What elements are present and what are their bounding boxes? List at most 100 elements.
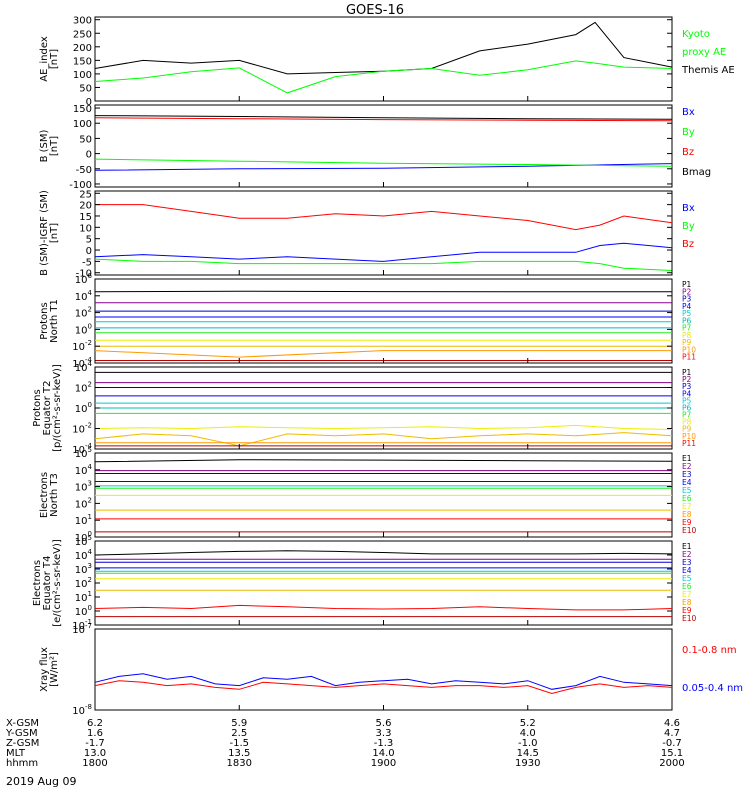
y-tick-label: 10-2	[72, 339, 92, 353]
legend-label: P2	[682, 287, 692, 296]
y-tick-label: 105	[75, 446, 92, 460]
tick-exp: 0	[88, 530, 92, 538]
y-tick-label: 104	[75, 360, 93, 374]
series-0-05-0-4-nm	[94, 673, 673, 690]
series-by	[94, 158, 673, 167]
tick-base: 10	[75, 551, 88, 562]
ephemeris-value: 15.1	[661, 748, 683, 759]
tick-base: 10	[75, 466, 88, 477]
y-tick-label: 10-2	[72, 422, 92, 436]
y-tick-label: 300	[73, 16, 92, 27]
legend-label: E8	[682, 598, 692, 607]
tick-base: 10	[75, 292, 88, 303]
ephemeris-value: -1.5	[229, 738, 249, 749]
chart-title: GOES-16	[346, 3, 404, 18]
series-e1	[94, 459, 673, 463]
tick-base: 10	[75, 449, 88, 460]
y-tick-label: 101	[75, 590, 92, 604]
tick-exp: -4	[85, 442, 93, 450]
series-bx	[94, 242, 673, 262]
y-axis-label: [W/m²]	[49, 652, 60, 687]
legend-label: P5	[682, 396, 692, 405]
y-axis-label: [nT]	[49, 49, 60, 69]
tick-base: 10	[75, 607, 88, 618]
y-axis-label: Equator T2	[42, 381, 53, 436]
legend-label: E8	[682, 510, 692, 519]
y-tick-label: 0	[86, 246, 92, 257]
series-themis-ae	[94, 21, 673, 75]
y-tick-label: 102	[75, 306, 92, 320]
panel-frame	[94, 628, 673, 711]
tick-exp: 0	[88, 604, 92, 612]
tick-base: 10	[72, 621, 85, 632]
ephemeris-value: 5.2	[520, 718, 536, 729]
legend-label: E7	[682, 590, 692, 599]
tick-exp: 4	[88, 360, 93, 368]
legend-label: Themis AE	[681, 65, 735, 76]
legend-label: E6	[682, 582, 692, 591]
legend-label: P7	[682, 324, 692, 333]
series-by	[94, 258, 673, 271]
ephemeris-row-label: Y-GSM	[5, 728, 38, 739]
y-tick-label: 103	[75, 480, 92, 494]
y-tick-label: 50	[79, 83, 92, 94]
legend-label: Bx	[682, 203, 695, 214]
y-tick-label: 20	[79, 201, 92, 212]
legend-label: By	[682, 127, 695, 138]
tick-exp: -2	[85, 422, 92, 430]
legend-label: E6	[682, 494, 692, 503]
tick-exp: 6	[88, 272, 93, 280]
y-axis-label: Electrons	[32, 560, 43, 606]
series-p8	[94, 424, 673, 430]
tick-base: 10	[75, 499, 88, 510]
ephemeris-row-label: hhmm	[6, 758, 38, 769]
y-tick-label: 250	[73, 29, 92, 40]
legend-label: E2	[682, 462, 692, 471]
y-tick-label: 102	[75, 496, 92, 510]
y-tick-label: 105	[75, 534, 92, 548]
legend-label: P11	[682, 353, 696, 362]
ephemeris-value: -1.7	[85, 738, 105, 749]
legend-label: Kyoto	[682, 29, 710, 40]
legend-label: P9	[682, 338, 692, 347]
y-tick-label: 100	[73, 119, 92, 130]
legend-label: Bmag	[682, 167, 711, 178]
tick-exp: -2	[85, 339, 92, 347]
ephemeris-value: 5.9	[231, 718, 247, 729]
tick-base: 10	[72, 706, 85, 717]
legend-label: E1	[682, 542, 692, 551]
y-axis-label: North T1	[49, 299, 60, 343]
y-tick-label: 150	[73, 104, 92, 115]
legend-label: P5	[682, 309, 692, 318]
y-tick-label: 5	[86, 235, 92, 246]
tick-exp: 4	[88, 289, 93, 297]
tick-exp: 3	[88, 480, 92, 488]
tick-base: 10	[75, 483, 88, 494]
legend-label: E5	[682, 486, 692, 495]
y-tick-label: 15	[79, 212, 92, 223]
ephemeris-value: 14.5	[517, 748, 539, 759]
ephemeris-value: -1.0	[518, 738, 538, 749]
ephemeris-row-label: MLT	[6, 748, 26, 759]
y-axis-label: Equator T4	[42, 556, 53, 611]
legend-label: P3	[682, 295, 692, 304]
y-axis-label: [e/(cm²-s-sr-keV)]	[52, 539, 63, 627]
legend-label: E10	[682, 526, 697, 535]
y-tick-label: 10-4	[72, 442, 92, 456]
legend-label: P9	[682, 425, 692, 434]
ephemeris-row-label: X-GSM	[6, 718, 39, 729]
ephemeris-value: 1830	[227, 758, 252, 769]
y-tick-label: 0	[86, 150, 92, 161]
legend-label: P1	[682, 368, 692, 377]
ephemeris-value: -1.3	[374, 738, 394, 749]
legend-label: E9	[682, 606, 692, 615]
series-bz	[95, 204, 673, 231]
tick-base: 10	[72, 359, 85, 370]
ephemeris-value: 4.0	[520, 728, 536, 739]
legend-label: P1	[682, 280, 692, 289]
ephemeris-table: X-GSM 6.2 5.9 5.6 5.2 4.6 Y-GSM 1.6 2.5 3.3 4.0 4.7…	[5, 718, 685, 769]
y-tick-label: 10-7	[72, 622, 92, 636]
